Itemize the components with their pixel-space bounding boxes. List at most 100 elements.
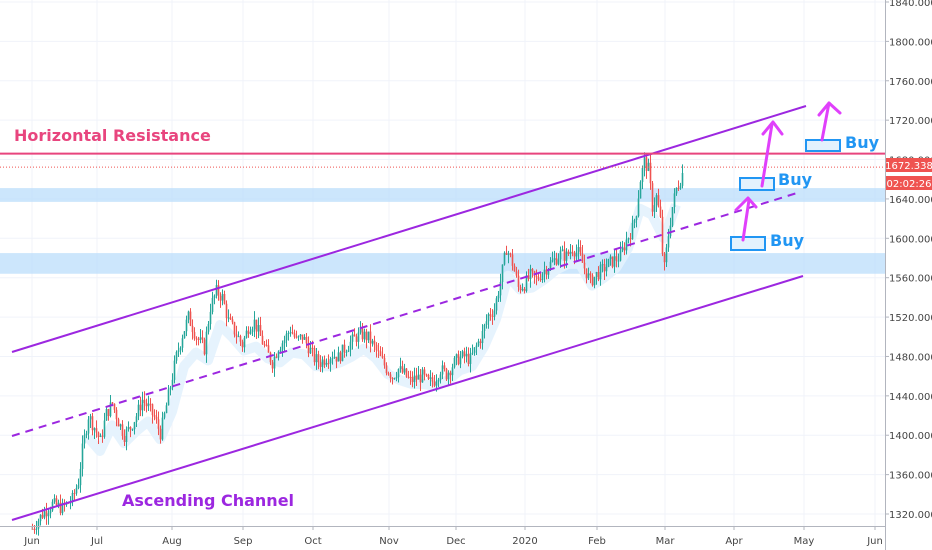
time-tick-label: Nov (379, 536, 399, 547)
candle-body (443, 365, 446, 369)
price-tick-label: 1560.000 (889, 274, 932, 285)
candle-body (489, 314, 492, 317)
candle-body (365, 331, 368, 341)
candle-body (277, 351, 280, 358)
price-tick-label: 1760.000 (889, 77, 932, 88)
arrow-up-2-head (761, 120, 784, 136)
candle-body (569, 251, 572, 254)
candle-body (211, 297, 214, 312)
countdown-tag-value: 02:02:26 (887, 179, 932, 190)
candle-body (313, 348, 316, 363)
candle-body (85, 433, 88, 436)
buy-markers[interactable] (730, 139, 841, 251)
candle-body (581, 253, 584, 263)
candle-body (363, 331, 366, 340)
candle-body (127, 426, 130, 430)
candle-body (577, 247, 580, 252)
candle-body (585, 268, 588, 279)
candle-body (563, 249, 566, 261)
candle-body (199, 337, 202, 340)
candle-body (359, 329, 362, 333)
candle-body (327, 363, 330, 365)
candle-body (411, 377, 414, 383)
arrow-up-3 (741, 198, 751, 242)
candle-body (575, 251, 578, 257)
ascending-channel[interactable] (11, 105, 807, 521)
candle-body (143, 399, 146, 403)
candle-body (435, 381, 438, 386)
candle-body (523, 288, 526, 292)
candle-body (421, 369, 424, 383)
candle-body (493, 310, 496, 317)
candle-body (275, 356, 278, 358)
candle-body (219, 295, 222, 301)
candle-body (597, 272, 600, 280)
horizontal-resistance-line[interactable] (0, 152, 885, 168)
candle-body (561, 249, 564, 251)
candle-body (301, 334, 304, 340)
candle-body (463, 351, 466, 357)
candle-body (521, 288, 524, 291)
candle-body (445, 368, 448, 380)
candle-body (161, 417, 164, 440)
candle-body (429, 377, 432, 379)
candle-body (249, 332, 252, 334)
price-axis[interactable]: 1840.0001800.0001760.0001720.0001680.000… (885, 0, 932, 550)
candle-body (449, 372, 452, 376)
candle-body (487, 314, 490, 322)
candle-body (73, 492, 76, 494)
candle-body (167, 389, 170, 406)
candle-body (213, 295, 216, 298)
candle-body (109, 402, 112, 417)
candle-body (113, 403, 116, 410)
candle-body (99, 435, 102, 437)
candle-body (337, 352, 340, 362)
candle-body (601, 264, 604, 266)
candle-body (565, 251, 568, 261)
candle-body (191, 325, 194, 333)
candle-body (643, 157, 646, 168)
candle-body (553, 258, 556, 260)
candle-body (309, 347, 312, 354)
candle-body (215, 285, 218, 296)
candle-body (579, 247, 582, 254)
candle-body (517, 275, 520, 287)
candle-body (417, 374, 420, 380)
candle-body (591, 275, 594, 286)
candle-body (123, 436, 126, 443)
candle-body (407, 376, 410, 378)
arrow-annotations[interactable] (734, 101, 842, 242)
candle-body (255, 319, 258, 332)
candle-body (141, 399, 144, 411)
candle-body (405, 368, 408, 377)
candle-body (59, 502, 62, 514)
candle-body (187, 311, 190, 320)
time-tick-label: Feb (588, 536, 606, 547)
time-tick-label: 2020 (512, 536, 537, 547)
candle-body (559, 250, 562, 260)
candle-body (41, 514, 44, 518)
candle-body (367, 331, 370, 341)
candle-body (475, 345, 478, 348)
candle-body (677, 187, 680, 189)
candle-body (345, 351, 348, 353)
candle-body (265, 344, 268, 346)
time-tick-label: Jul (90, 536, 103, 547)
candle-body (291, 332, 294, 334)
candle-body (115, 409, 118, 420)
candle-body (81, 443, 84, 469)
candle-body (203, 339, 206, 355)
time-axis[interactable]: Jun Jul Aug Sep Oct Nov Dec 2020 Feb Mar Apr May Jun (0, 526, 885, 547)
candle-body (45, 511, 48, 517)
candle-body (413, 375, 416, 383)
candle-body (627, 238, 630, 240)
candle-body (179, 347, 182, 351)
candle-body (397, 369, 400, 378)
candle-body (137, 404, 140, 417)
candle-body (639, 182, 642, 199)
candle-body (527, 275, 530, 280)
price-tick-label: 1800.000 (889, 37, 932, 48)
candle-body (535, 275, 538, 278)
candle-body (47, 513, 50, 517)
